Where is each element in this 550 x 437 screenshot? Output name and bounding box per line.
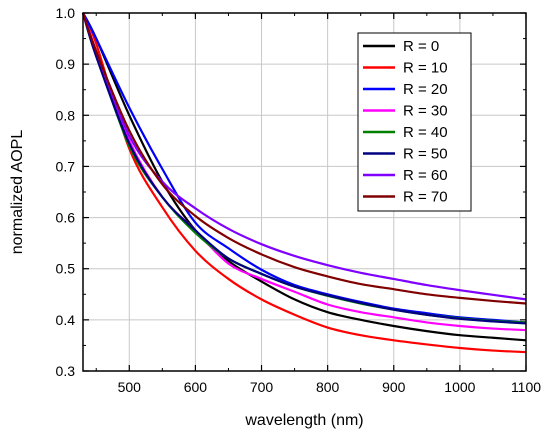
legend-label-R-10: R = 10 [403, 60, 448, 77]
x-tick-label: 800 [316, 379, 340, 395]
x-tick-label: 1000 [444, 379, 475, 395]
legend-label-R-50: R = 50 [403, 146, 448, 163]
y-tick-label: 0.5 [56, 261, 76, 277]
x-tick-label: 900 [382, 379, 406, 395]
y-tick-label: 0.6 [56, 210, 76, 226]
legend-box [357, 32, 472, 212]
axis-ticks [83, 12, 527, 372]
legend-label-R-0: R = 0 [403, 38, 439, 55]
x-tick-label: 500 [118, 379, 142, 395]
y-tick-label: 0.7 [56, 158, 76, 174]
legend-label-R-40: R = 40 [403, 124, 448, 141]
legend-label-R-70: R = 70 [403, 189, 448, 206]
x-tick-labels: 500 600 700 800 900 1000 1100 [118, 379, 542, 395]
legend-label-R-30: R = 30 [403, 103, 448, 120]
y-tick-label: 0.3 [56, 363, 76, 379]
series-line-R-0 [82, 12, 527, 342]
series-line-R-60 [81, 12, 527, 301]
y-tick-labels: 0.3 0.4 0.5 0.6 0.7 0.8 0.9 1.0 [56, 5, 76, 379]
legend-label-R-20: R = 20 [403, 81, 448, 98]
series-line-R-70 [81, 12, 527, 305]
legend-label-R-60: R = 60 [403, 167, 448, 184]
y-tick-label: 1.0 [56, 5, 76, 21]
x-tick-label: 600 [184, 379, 208, 395]
legend: R = 0 R = 10 R = 20 R = 30 R = 40 R = 50 R = 6… [357, 32, 472, 212]
y-tick-label: 0.8 [56, 107, 76, 123]
x-axis-label: wavelength (nm) [244, 412, 363, 429]
series-line-R-50 [81, 12, 527, 325]
x-tick-label: 700 [250, 379, 274, 395]
y-axis-label: normalized AOPL [9, 130, 26, 255]
y-tick-label: 0.9 [56, 56, 76, 72]
series-line-R-20 [82, 12, 527, 324]
y-tick-label: 0.4 [56, 312, 76, 328]
x-tick-label: 1100 [511, 379, 541, 395]
data-series [81, 12, 527, 354]
